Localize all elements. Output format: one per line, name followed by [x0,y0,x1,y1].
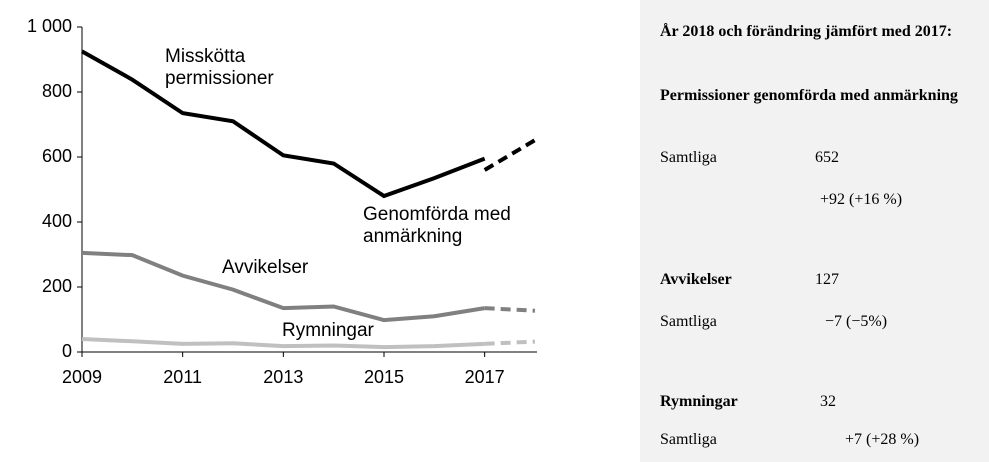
y-tick-label: 600 [42,146,72,166]
y-tick-label: 400 [42,211,72,231]
row-label: Samtliga [660,431,717,448]
y-tick-label: 200 [42,276,72,296]
series-line [81,250,485,323]
row-change: +92 (+16 %) [820,191,903,208]
x-tick-label: 2013 [263,367,303,387]
row-label: Samtliga [660,149,717,166]
x-tick-label: 2017 [465,367,505,387]
section-title: Rymningar [660,393,738,410]
x-tick-label: 2009 [62,367,102,387]
series-line [81,49,486,199]
section-title: Permissioner genomförda med anmärkning [660,87,958,104]
section-title: Avvikelser [660,271,732,288]
series-line [484,306,536,313]
y-tick-label: 1 000 [27,16,72,36]
series-label: Genomförda med anmärkning [363,204,511,247]
chart: 0 200 400 600 800 1 000 2009 2011 2013 2015 2017 [27,16,537,387]
series-line [81,337,485,350]
series-line [483,138,537,172]
series-label: Rymningar [282,320,374,341]
row-value: 127 [815,271,839,288]
x-tick-label: 2015 [364,367,404,387]
x-tick-label: 2011 [163,367,202,387]
row-label: Samtliga [660,313,717,330]
row-change: −7 (−5%) [825,313,888,330]
y-tick-label: 800 [42,81,72,101]
panel-heading: År 2018 och förändring jämfört med 2017: [660,23,953,40]
row-value: 32 [820,393,836,410]
row-change: +7 (+28 %) [845,431,920,448]
series-label: Avvikelser [222,257,309,278]
series-line [484,339,536,346]
row-value: 652 [815,149,839,166]
y-tick-label: 0 [62,341,72,361]
series-label: Misskötta permissioner [165,46,274,89]
summary-panel: År 2018 och förändring jämfört med 2017:… [640,0,989,462]
